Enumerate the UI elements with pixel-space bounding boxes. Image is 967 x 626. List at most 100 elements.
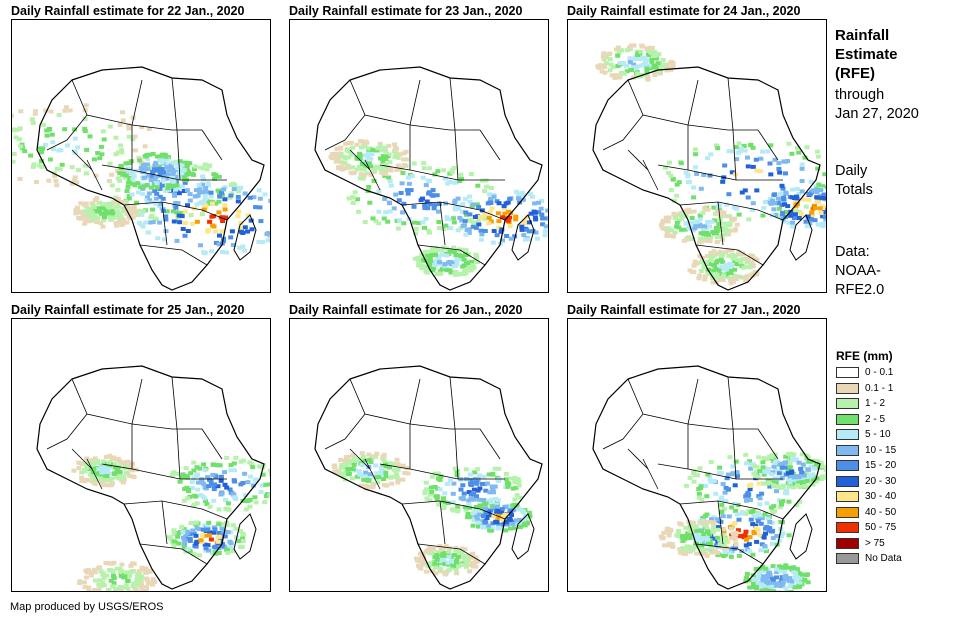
rainfall-cell: [401, 201, 407, 206]
rainfall-cell: [172, 192, 177, 197]
rainfall-cell: [391, 467, 397, 472]
rainfall-cell: [510, 486, 516, 491]
data-label: NOAA-: [835, 263, 881, 279]
rainfall-cell: [165, 161, 171, 166]
rainfall-cell: [152, 167, 158, 172]
rainfall-cell: [458, 254, 464, 259]
rainfall-cell: [159, 160, 165, 165]
rainfall-cell: [185, 163, 191, 168]
rainfall-cell: [691, 228, 697, 233]
rainfall-cell: [757, 469, 763, 474]
rainfall-cell: [765, 481, 771, 486]
rainfall-cell: [816, 182, 822, 187]
rainfall-cell: [601, 57, 607, 62]
rainfall-cell: [514, 480, 520, 485]
rainfall-cell: [190, 528, 196, 533]
rainfall-cell: [403, 157, 409, 162]
rainfall-cell: [194, 202, 200, 207]
rainfall-cell: [125, 184, 131, 189]
rainfall-cell: [149, 582, 155, 587]
rainfall-cell: [713, 231, 719, 235]
rainfall-cell: [401, 162, 407, 167]
country-border: [46, 114, 88, 151]
rainfall-cell: [482, 502, 488, 507]
rainfall-cell: [782, 461, 788, 466]
rainfall-cell: [101, 218, 107, 223]
rainfall-cell: [436, 476, 441, 481]
rainfall-cell: [454, 557, 460, 562]
data-label: RFE2.0: [835, 282, 885, 298]
rainfall-cell: [783, 190, 789, 195]
rainfall-cell: [818, 460, 824, 465]
rainfall-cell: [177, 159, 183, 164]
rainfall-cell: [729, 505, 735, 510]
rainfall-cell: [434, 193, 440, 198]
rainfall-cell: [393, 472, 399, 477]
rainfall-cell: [670, 234, 676, 239]
rainfall-cell: [191, 460, 197, 465]
rainfall-cell: [446, 568, 452, 572]
rainfall-cell: [436, 271, 442, 276]
rainfall-cell: [115, 196, 121, 201]
rainfall-cell: [728, 554, 734, 559]
rainfall-cell: [111, 576, 117, 581]
rainfall-cell: [472, 215, 478, 219]
rainfall-cell: [463, 467, 469, 472]
rainfall-cell: [466, 261, 472, 265]
rainfall-cell: [799, 179, 805, 183]
rainfall-cell: [218, 478, 224, 483]
rainfall-cell: [716, 268, 722, 273]
rainfall-cell: [768, 455, 774, 460]
rainfall-cell: [95, 461, 100, 466]
rainfall-cell: [100, 580, 106, 585]
rainfall-cell: [664, 230, 670, 235]
rainfall-cell: [699, 239, 705, 244]
rainfall-cell: [708, 250, 714, 255]
rainfall-cell: [49, 132, 55, 137]
rainfall-cell: [145, 230, 151, 235]
rainfall-cell: [478, 519, 484, 524]
rainfall-cell: [700, 516, 706, 521]
rainfall-cell: [395, 462, 401, 467]
rainfall-cell: [799, 162, 805, 167]
rainfall-cell: [801, 464, 806, 469]
rainfall-cell: [403, 149, 409, 154]
rainfall-cell: [779, 203, 785, 207]
rainfall-cell: [735, 150, 741, 155]
rainfall-cell: [676, 530, 682, 535]
rainfall-cell: [235, 194, 241, 199]
rainfall-cell: [716, 471, 722, 475]
rainfall-cell: [130, 561, 136, 566]
rainfall-cell: [141, 566, 146, 571]
rainfall-cell: [451, 166, 457, 170]
rainfall-cell: [174, 238, 180, 243]
rainfall-cell: [795, 145, 800, 150]
rainfall-cell: [449, 559, 454, 564]
rainfall-cell: [651, 65, 657, 70]
rainfall-cell: [776, 213, 781, 218]
rainfall-cell: [736, 553, 742, 558]
rainfall-cell: [475, 183, 481, 188]
rainfall-cell: [173, 175, 179, 179]
rainfall-cell: [679, 522, 684, 527]
rainfall-cell: [535, 236, 540, 241]
rainfall-cell: [375, 480, 381, 485]
rainfall-cell: [613, 73, 619, 78]
rainfall-cell: [84, 570, 90, 575]
rainfall-cell: [469, 259, 475, 264]
rainfall-cell: [700, 210, 706, 215]
rainfall-cell: [804, 478, 810, 483]
rainfall-cell: [681, 238, 687, 243]
rainfall-cell: [183, 466, 189, 471]
rainfall-cell: [171, 544, 177, 549]
rainfall-cell: [220, 250, 226, 254]
rainfall-cell: [805, 214, 811, 219]
rainfall-cell: [115, 456, 121, 461]
rainfall-cell: [715, 540, 721, 545]
country-border: [409, 378, 421, 425]
legend-swatch: [836, 444, 859, 456]
rainfall-cell: [699, 534, 705, 539]
rainfall-cell: [803, 219, 809, 224]
rainfall-cell: [519, 224, 525, 229]
rainfall-cell: [761, 574, 767, 579]
